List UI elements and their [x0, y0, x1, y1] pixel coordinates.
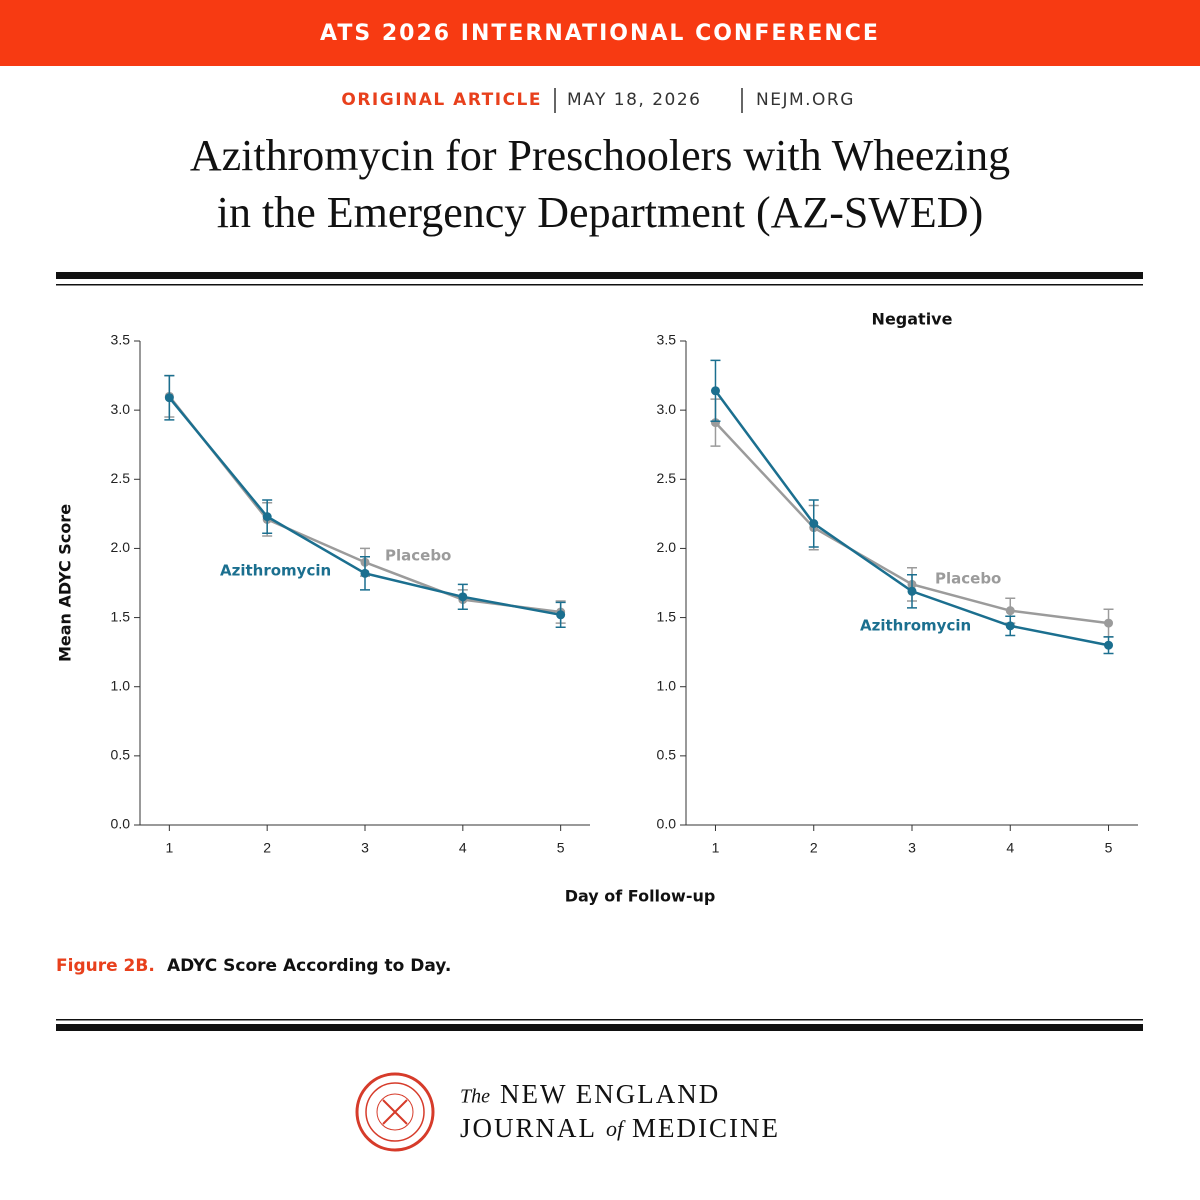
x-tick-label: 3 [361, 840, 369, 856]
logo-text: of [606, 1116, 626, 1141]
point [556, 610, 566, 620]
series-label: Placebo [385, 547, 451, 565]
caption-label: Figure 2B. [56, 956, 155, 976]
point [1104, 618, 1114, 628]
rule [56, 1019, 1143, 1021]
x-tick-label: 5 [1105, 840, 1113, 856]
y-tick-label: 3.0 [111, 401, 131, 417]
y-tick-label: 2.5 [111, 470, 131, 486]
logo-text: JOURNAL [460, 1113, 597, 1143]
series-label: Azithromycin [220, 562, 331, 580]
point [907, 586, 917, 596]
point [262, 512, 272, 522]
x-tick-label: 3 [908, 840, 916, 856]
point [710, 418, 720, 428]
point [1005, 621, 1015, 631]
x-tick-label: 5 [557, 840, 565, 856]
banner-text: ATS 2026 INTERNATIONAL CONFERENCE [320, 21, 880, 46]
y-tick-label: 1.5 [111, 608, 131, 624]
y-tick-label: 3.5 [111, 332, 131, 348]
x-axis-label: Day of Follow-up [565, 887, 716, 906]
site: NEJM.ORG [756, 90, 855, 110]
section-label: ORIGINAL ARTICLE [341, 90, 542, 110]
y-tick-label: 0.5 [657, 747, 677, 763]
point [809, 519, 819, 529]
y-tick-label: 1.5 [657, 608, 677, 624]
series: Azithromycin [710, 359, 1114, 655]
date: MAY 18, 2026 [567, 90, 701, 110]
logo-text: MEDICINE [632, 1113, 780, 1143]
banner [0, 0, 1200, 66]
x-tick-label: 2 [263, 840, 271, 856]
y-tick-label: 1.0 [111, 677, 131, 693]
caption-text: ADYC Score According to Day. [167, 956, 451, 976]
x-tick-label: 1 [712, 840, 720, 856]
point [458, 592, 468, 602]
series: Azithromycin [164, 374, 566, 629]
y-tick-label: 2.0 [111, 539, 131, 555]
y-tick-label: 0.0 [111, 816, 131, 832]
y-tick-label: 0.5 [111, 747, 131, 763]
rule [56, 1024, 1143, 1031]
rule [56, 284, 1143, 286]
point [1104, 640, 1114, 650]
logo-text: The [460, 1086, 490, 1108]
rule [56, 272, 1143, 279]
point [360, 568, 370, 578]
x-tick-label: 4 [1006, 840, 1014, 856]
title: Azithromycin for Preschoolers with Wheez… [190, 131, 1010, 180]
y-tick-label: 0.0 [657, 816, 677, 832]
point [1005, 606, 1015, 616]
y-tick-label: 2.5 [657, 470, 677, 486]
logo-seal [355, 1072, 435, 1152]
x-tick-label: 4 [459, 840, 467, 856]
title: in the Emergency Department (AZ-SWED) [217, 188, 983, 237]
series-label: Placebo [935, 570, 1001, 588]
x-tick-label: 2 [810, 840, 818, 856]
point [710, 386, 720, 396]
y-axis-label: Mean ADYC Score [56, 504, 75, 662]
y-tick-label: 3.0 [657, 401, 677, 417]
y-tick-label: 1.0 [657, 677, 677, 693]
logo-text: NEW ENGLAND [500, 1079, 720, 1109]
series-label: Azithromycin [860, 617, 971, 635]
y-tick-label: 2.0 [657, 539, 677, 555]
chart-title: Negative [872, 310, 953, 329]
x-tick-label: 1 [165, 840, 173, 856]
y-tick-label: 3.5 [657, 332, 677, 348]
point [164, 393, 174, 403]
